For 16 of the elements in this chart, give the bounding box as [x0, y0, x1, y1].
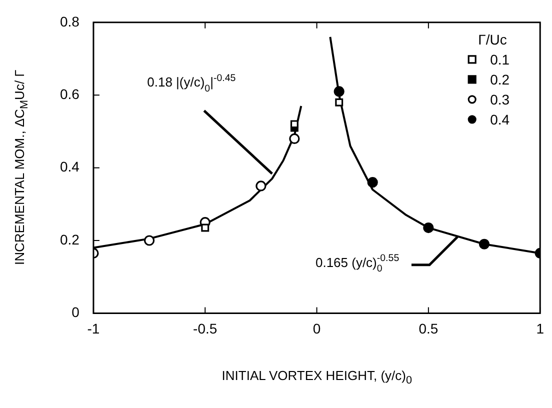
legend-label: 0.4 — [490, 111, 510, 128]
x-tick-label: 1 — [536, 320, 544, 336]
x-tick-label: 0 — [312, 320, 321, 336]
legend-label: 0.1 — [490, 51, 510, 68]
y-tick-label: 0.6 — [60, 86, 80, 102]
legend-title: Γ/Uc — [478, 31, 507, 48]
y-tick-label: 0.2 — [60, 231, 80, 248]
x-tick-label: -0.5 — [193, 320, 218, 336]
legend-label: 0.3 — [490, 91, 510, 108]
x-tick-label: 0.5 — [418, 320, 438, 336]
y-tick-label: 0 — [72, 304, 80, 320]
y-tick-label: 0.8 — [60, 13, 80, 30]
legend-label: 0.2 — [490, 71, 510, 88]
x-axis-title: INITIAL VORTEX HEIGHT, (y/c)$_{0}$ — [222, 368, 412, 387]
x-tick-label: -1 — [87, 320, 100, 336]
y-tick-label: 0.4 — [60, 158, 80, 175]
